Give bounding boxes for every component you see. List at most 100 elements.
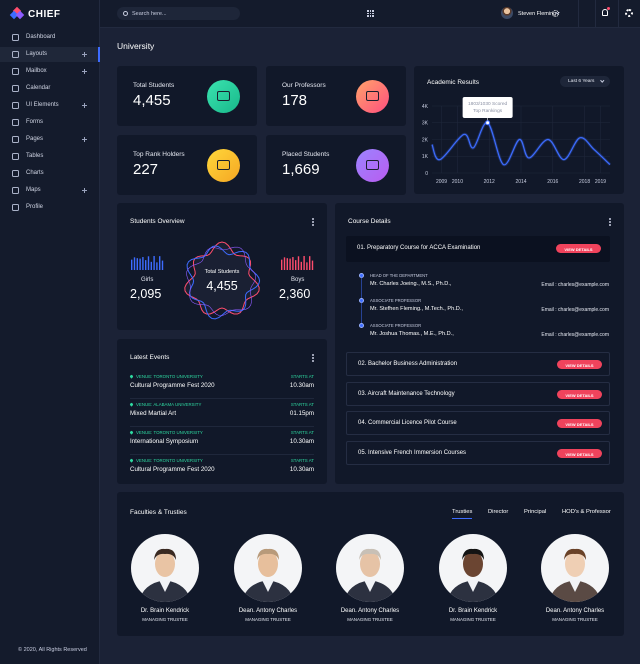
course-row[interactable]: 05. Intensive French Immersion Courses VI… [346, 441, 610, 465]
dot [312, 357, 314, 359]
period-dropdown[interactable]: Last 6 Years [560, 76, 610, 87]
menu-item[interactable]: Calendar [0, 81, 100, 96]
brand-name: CHIEF [28, 9, 61, 20]
stat-icon [207, 80, 240, 113]
avatar [234, 534, 302, 602]
events-card: Latest Events VENUE: TORONTO UNIVERSITY ST… [117, 339, 327, 484]
stat-value: 227 [133, 161, 159, 178]
stat-label: Our Professors [282, 82, 326, 89]
view-details-button[interactable]: VIEW DETAILS [557, 419, 602, 428]
view-details-button[interactable]: VIEW DETAILS [557, 449, 602, 458]
dot [609, 218, 611, 220]
button-label: VIEW DETAILS [564, 246, 593, 252]
user-avatar[interactable] [501, 7, 513, 19]
x-tick-label: 2009 [436, 179, 447, 185]
tab[interactable]: HOD's & Professor [562, 509, 611, 515]
shirt [364, 580, 376, 592]
separator [595, 0, 596, 28]
menu-item[interactable]: Charts [0, 166, 100, 181]
course-row[interactable]: 01. Preparatory Course for ACCA Examinat… [346, 236, 610, 262]
settings-icon[interactable] [625, 9, 633, 17]
view-details-button[interactable]: VIEW DETAILS [557, 360, 602, 369]
deco-bar [131, 259, 133, 270]
apps-icon[interactable] [367, 10, 374, 17]
event-starts: STARTS AT [290, 458, 314, 463]
x-tick-label: 2014 [515, 179, 526, 185]
plus-v [84, 52, 85, 57]
stat-glyph [217, 160, 230, 170]
avatar-figure [549, 548, 601, 602]
event-name: Mixed Martial Art [130, 410, 177, 417]
menu-item[interactable]: Maps [0, 183, 100, 198]
course-row[interactable]: 02. Bachelor Business Administration VIEW… [346, 352, 610, 376]
theme-icon[interactable] [552, 10, 559, 17]
menu-item[interactable]: UI Elements [0, 98, 100, 113]
deco-bar [156, 262, 158, 270]
avatar-figure [447, 548, 499, 602]
expand-icon [82, 52, 87, 57]
notification-icon[interactable] [602, 9, 608, 16]
button-label: VIEW DETAILS [565, 421, 594, 427]
more-menu[interactable] [609, 218, 611, 226]
menu-item[interactable]: Dashboard [0, 30, 100, 45]
deco-bar [145, 260, 147, 270]
plus-v [84, 69, 85, 74]
event-name: International Symposium [130, 438, 199, 445]
event-starts: STARTS AT [290, 374, 314, 379]
avatar-figure [344, 548, 396, 602]
course-row[interactable]: 03. Aircraft Maintenance Technology VIEW … [346, 382, 610, 406]
tab[interactable]: Trusties [452, 509, 473, 519]
event-venue: VENUE: TORONTO UNIVERSITY [136, 430, 203, 435]
view-details-button[interactable]: VIEW DETAILS [557, 390, 602, 399]
chart-title: Academic Results [427, 79, 480, 86]
view-details-button[interactable]: VIEW DETAILS [556, 244, 601, 253]
menu-item[interactable]: Mailbox [0, 64, 100, 79]
face [258, 551, 278, 577]
tab[interactable]: Director [488, 509, 509, 515]
search-box[interactable]: Search here... [117, 7, 240, 20]
deco-bar [159, 256, 161, 270]
deco-bar [150, 261, 152, 270]
menu-label: Tables [26, 153, 44, 159]
menu-item[interactable]: Forms [0, 115, 100, 130]
deco-bar [139, 258, 141, 270]
staff-role: HEAD OF THE DEPARTMENT [370, 273, 428, 278]
more-menu[interactable] [312, 354, 314, 362]
girls-label: Girls [141, 277, 154, 283]
y-tick-label: 2K [422, 137, 429, 143]
apps-dot [369, 10, 372, 12]
course-row[interactable]: 04. Commercial Licence Pilot Course VIEW … [346, 411, 610, 435]
stat-value: 1,669 [282, 161, 320, 178]
menu-item[interactable]: Layouts [0, 47, 100, 62]
menu-item[interactable]: Tables [0, 149, 100, 164]
total-label: Total Students [204, 269, 240, 275]
y-tick-label: 0 [425, 171, 428, 177]
hair [462, 548, 484, 560]
more-menu[interactable] [312, 218, 314, 226]
menu-icon [12, 136, 19, 143]
hair [257, 548, 279, 560]
notification-badge [607, 7, 610, 10]
event-time: 10.30am [289, 382, 314, 389]
overview-graphic [131, 241, 314, 320]
dot [312, 354, 314, 356]
course-name: 01. Preparatory Course for ACCA Examinat… [357, 245, 481, 251]
stat-card: Top Rank Holders 227 [117, 135, 257, 195]
stat-card: Total Students 4,455 [117, 66, 257, 126]
menu-icon [12, 34, 19, 41]
person-name: Dr. Brain Kendrick [140, 608, 190, 614]
user-name[interactable]: Steven Fleming [518, 10, 557, 17]
hair [154, 548, 176, 560]
menu-item[interactable]: Pages [0, 132, 100, 147]
menu-item[interactable]: Profile [0, 200, 100, 215]
overview-blob [186, 246, 256, 316]
menu-icon [12, 119, 19, 126]
tab[interactable]: Principal [524, 509, 547, 515]
stat-label: Placed Students [282, 151, 330, 158]
menu-label: Dashboard [26, 34, 56, 40]
apps-dot [372, 12, 374, 15]
venue-pin [129, 457, 134, 463]
stat-icon [356, 149, 389, 182]
menu-icon [12, 153, 19, 160]
girls-value: 2,095 [130, 287, 162, 301]
